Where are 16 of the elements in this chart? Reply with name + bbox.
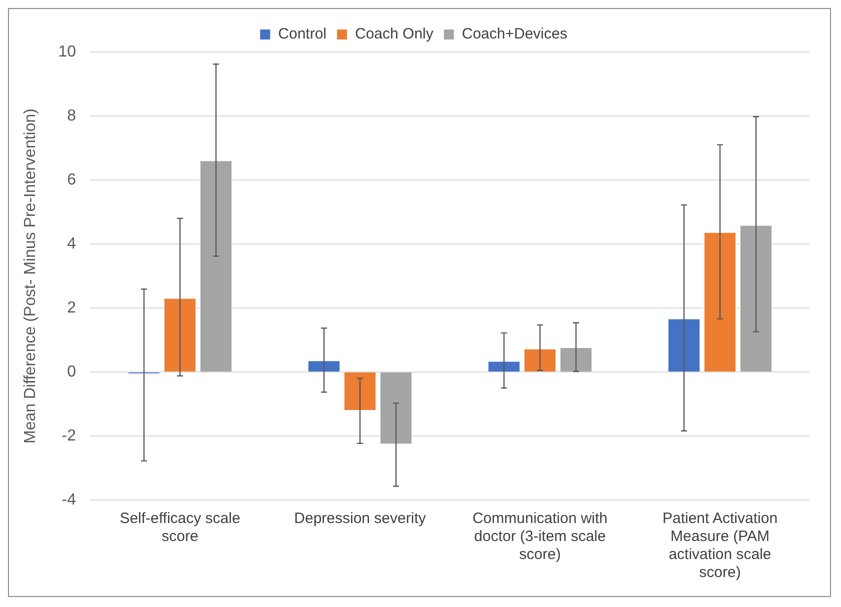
y-tick-label: 8 <box>67 107 76 124</box>
y-tick-label: 10 <box>58 43 76 60</box>
legend-label: Control <box>278 26 327 43</box>
x-tick-label: Depression severity <box>294 510 426 528</box>
y-tick-label: 6 <box>67 171 76 188</box>
x-tick-label: Patient Activation Measure (PAM activation scale score) <box>662 510 778 582</box>
y-tick-label: -4 <box>62 491 76 508</box>
legend-label: Coach Only <box>355 26 434 43</box>
x-tick-label: Communication with doctor (3-item scale score) <box>472 510 608 564</box>
y-tick-label: 0 <box>67 363 76 380</box>
y-tick-label: -2 <box>62 427 76 444</box>
x-tick-label: Self-efficacy scale score <box>120 510 240 546</box>
y-axis-title: Mean Difference (Post- Minus Pre-Intervention) <box>22 108 40 444</box>
y-tick-label: 2 <box>67 299 76 316</box>
y-tick-label: 4 <box>67 235 76 252</box>
legend-label: Coach+Devices <box>462 26 568 43</box>
